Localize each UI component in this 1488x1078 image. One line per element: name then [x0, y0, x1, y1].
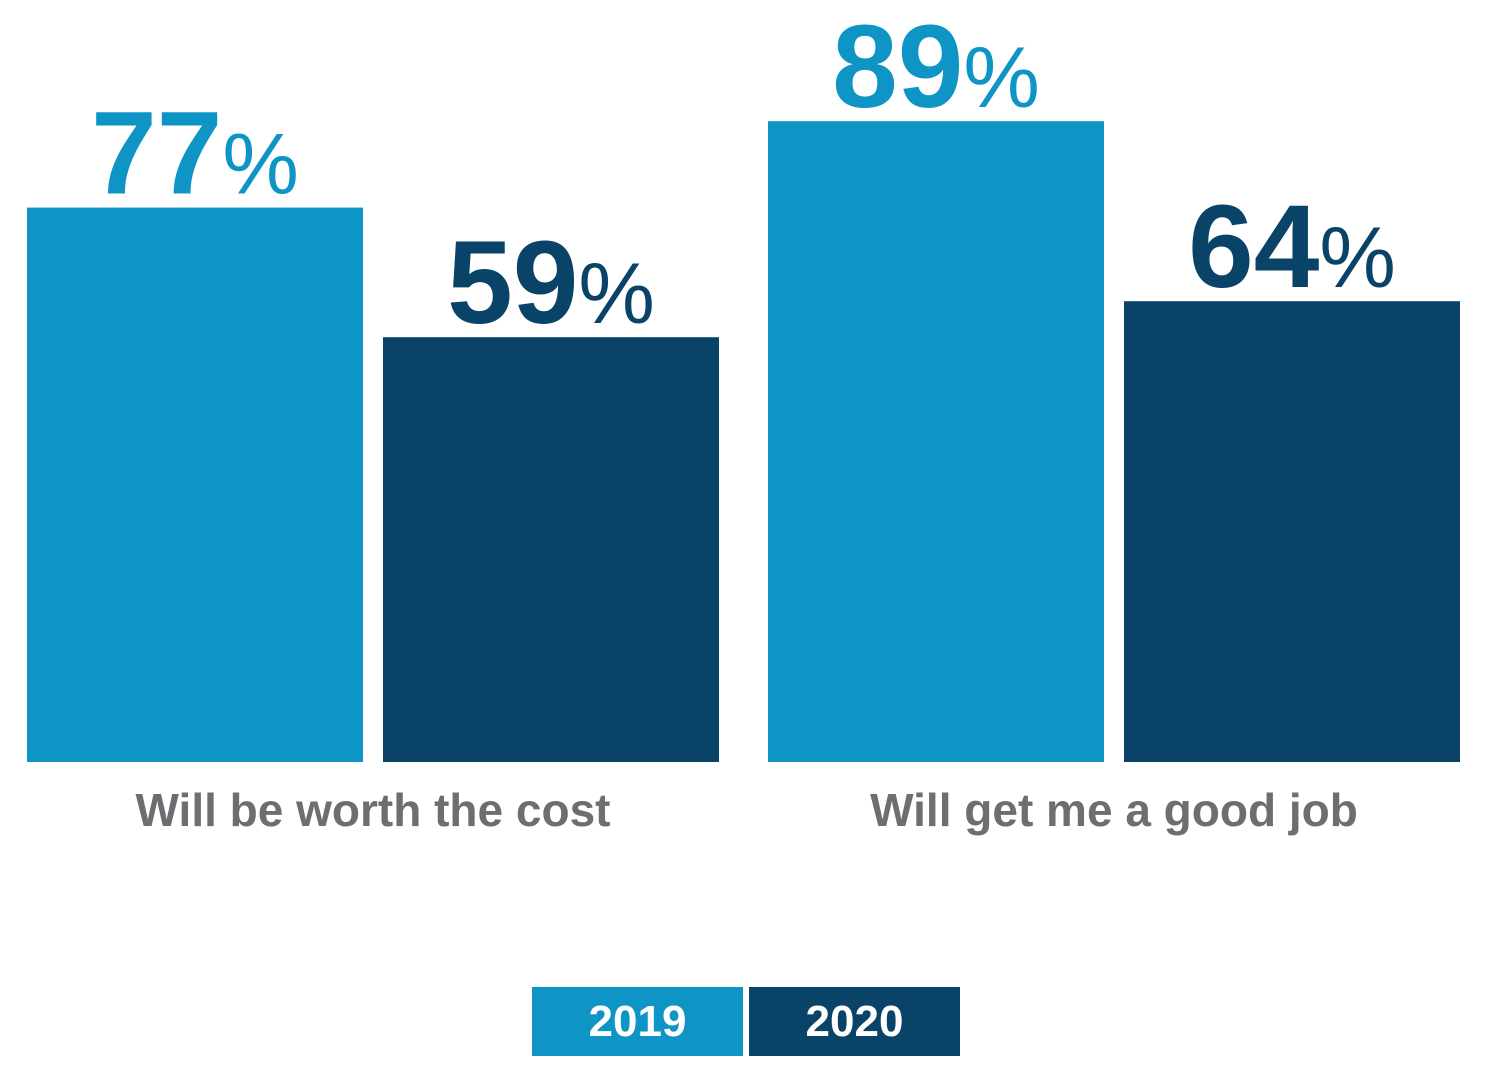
legend-item-2020: 2020 — [749, 987, 960, 1056]
bar-2019-2 — [768, 121, 1104, 762]
category-label-1: Will be worth the cost — [136, 784, 611, 836]
bar-2020-1 — [383, 337, 719, 762]
data-label-2020-2: 64% — [1188, 181, 1396, 313]
bar-2019-1 — [27, 207, 363, 763]
bar-2020-2 — [1124, 301, 1460, 762]
legend-item-2019: 2019 — [532, 987, 743, 1056]
data-label-2019-2: 89% — [832, 1, 1040, 133]
category-labels-group: Will be worth the cost Will get me a good… — [136, 784, 1358, 836]
data-label-2020-1: 59% — [447, 217, 655, 349]
bars-group — [27, 121, 1460, 763]
data-label-2019-1: 77% — [91, 88, 299, 220]
value-labels-group: 77% 59% 89% 64% — [91, 1, 1396, 349]
category-label-2: Will get me a good job — [870, 784, 1358, 836]
legend: 2019 2020 — [532, 987, 960, 1056]
